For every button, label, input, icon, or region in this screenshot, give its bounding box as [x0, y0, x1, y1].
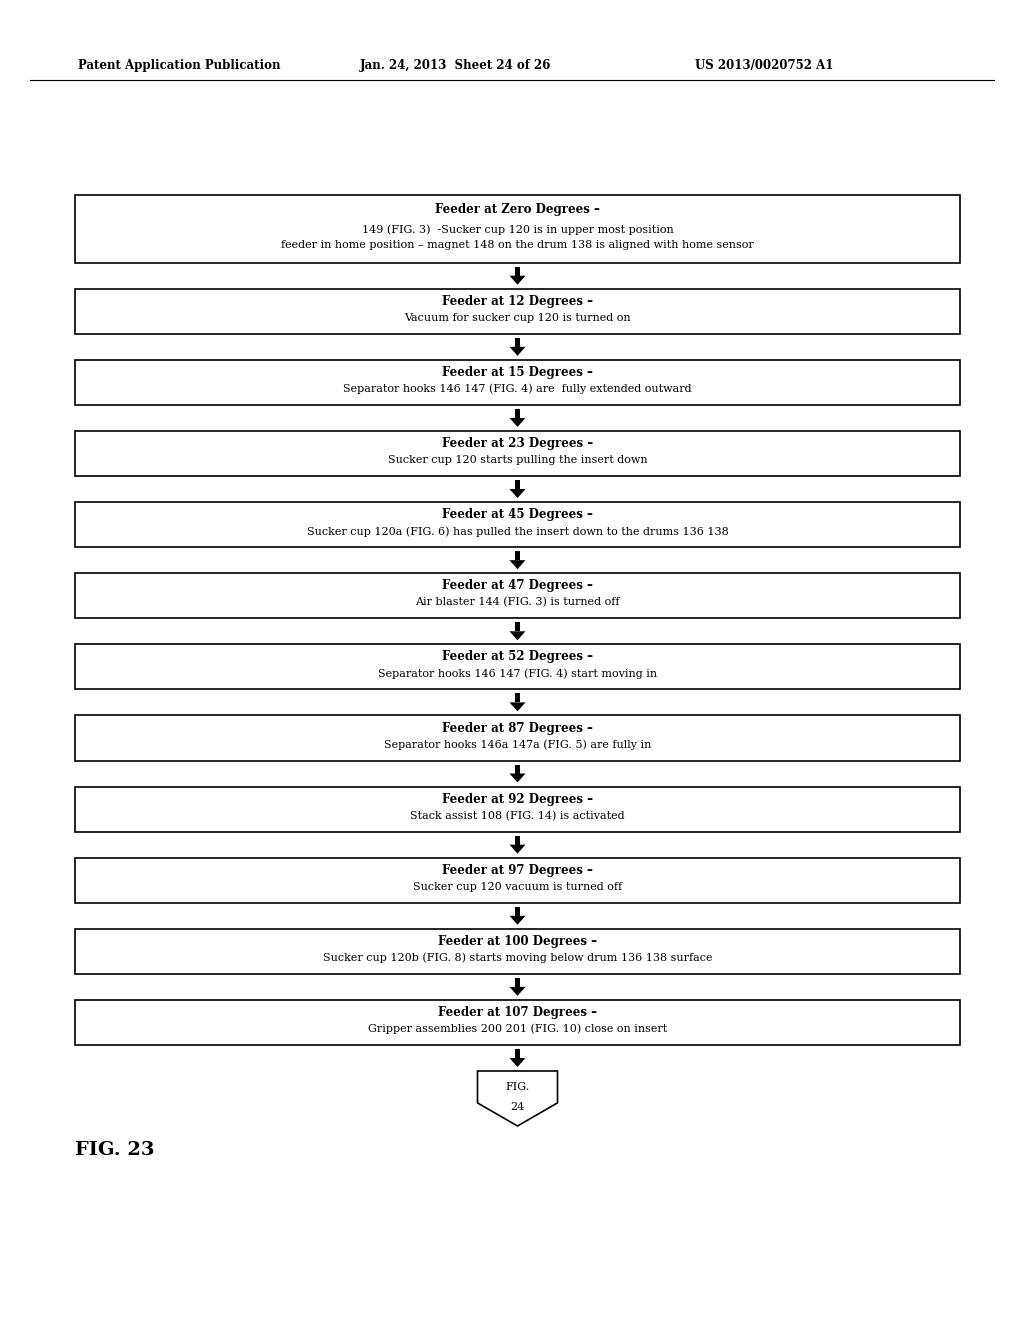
Text: Sucker cup 120b (FIG. 8) starts moving below drum 136 138 surface: Sucker cup 120b (FIG. 8) starts moving b… — [323, 953, 713, 964]
Polygon shape — [477, 1071, 557, 1126]
Bar — [75, 787, 961, 832]
Polygon shape — [510, 774, 525, 783]
Text: feeder in home position – magnet 148 on the drum 138 is aligned with home sensor: feeder in home position – magnet 148 on … — [282, 240, 754, 249]
Bar — [515, 480, 520, 488]
Text: Sucker cup 120 vacuum is turned off: Sucker cup 120 vacuum is turned off — [413, 882, 622, 892]
Text: Feeder at 47 Degrees –: Feeder at 47 Degrees – — [442, 579, 593, 593]
Bar — [515, 267, 520, 276]
Polygon shape — [510, 347, 525, 356]
Text: Feeder at 87 Degrees –: Feeder at 87 Degrees – — [442, 722, 593, 734]
Bar — [515, 836, 520, 845]
Text: FIG.: FIG. — [506, 1082, 529, 1093]
Polygon shape — [510, 631, 525, 640]
Text: Jan. 24, 2013  Sheet 24 of 26: Jan. 24, 2013 Sheet 24 of 26 — [360, 58, 551, 71]
Text: Gripper assemblies 200 201 (FIG. 10) close on insert: Gripper assemblies 200 201 (FIG. 10) clo… — [368, 1024, 667, 1035]
Text: Vacuum for sucker cup 120 is turned on: Vacuum for sucker cup 120 is turned on — [404, 313, 631, 323]
Text: US 2013/0020752 A1: US 2013/0020752 A1 — [695, 58, 834, 71]
Polygon shape — [510, 987, 525, 995]
Text: Air blaster 144 (FIG. 3) is turned off: Air blaster 144 (FIG. 3) is turned off — [416, 598, 620, 607]
Text: Stack assist 108 (FIG. 14) is activated: Stack assist 108 (FIG. 14) is activated — [411, 810, 625, 821]
Text: Feeder at 92 Degrees –: Feeder at 92 Degrees – — [442, 792, 593, 805]
Polygon shape — [510, 560, 525, 569]
Bar — [75, 360, 961, 405]
Text: Separator hooks 146 147 (FIG. 4) start moving in: Separator hooks 146 147 (FIG. 4) start m… — [378, 668, 657, 678]
Bar — [515, 978, 520, 987]
Text: Feeder at 23 Degrees –: Feeder at 23 Degrees – — [442, 437, 593, 450]
Text: 24: 24 — [510, 1102, 524, 1111]
Text: Patent Application Publication: Patent Application Publication — [78, 58, 281, 71]
Text: Feeder at 107 Degrees –: Feeder at 107 Degrees – — [438, 1006, 597, 1019]
Bar — [75, 929, 961, 974]
Text: Sucker cup 120a (FIG. 6) has pulled the insert down to the drums 136 138: Sucker cup 120a (FIG. 6) has pulled the … — [306, 527, 728, 537]
Polygon shape — [510, 845, 525, 854]
Text: Feeder at 45 Degrees –: Feeder at 45 Degrees – — [442, 508, 593, 521]
Bar — [75, 195, 961, 263]
Bar — [515, 552, 520, 560]
Bar — [515, 1049, 520, 1059]
Text: Feeder at 52 Degrees –: Feeder at 52 Degrees – — [442, 651, 593, 664]
Text: Sucker cup 120 starts pulling the insert down: Sucker cup 120 starts pulling the insert… — [388, 455, 647, 465]
Bar — [515, 409, 520, 418]
Bar — [75, 999, 961, 1045]
Polygon shape — [510, 702, 525, 711]
Bar — [515, 693, 520, 702]
Polygon shape — [510, 276, 525, 285]
Bar — [75, 644, 961, 689]
Text: Feeder at 97 Degrees –: Feeder at 97 Degrees – — [442, 863, 593, 876]
Text: Separator hooks 146 147 (FIG. 4) are  fully extended outward: Separator hooks 146 147 (FIG. 4) are ful… — [343, 384, 692, 395]
Bar — [75, 715, 961, 760]
Text: Feeder at 100 Degrees –: Feeder at 100 Degrees – — [438, 935, 597, 948]
Text: FIG. 23: FIG. 23 — [75, 1140, 155, 1159]
Bar — [515, 907, 520, 916]
Text: Feeder at 12 Degrees –: Feeder at 12 Degrees – — [442, 294, 593, 308]
Text: 149 (FIG. 3)  -Sucker cup 120 is in upper most position: 149 (FIG. 3) -Sucker cup 120 is in upper… — [361, 224, 674, 235]
Bar — [75, 430, 961, 477]
Bar — [75, 573, 961, 618]
Polygon shape — [510, 1059, 525, 1067]
Bar — [515, 622, 520, 631]
Text: Feeder at Zero Degrees –: Feeder at Zero Degrees – — [435, 203, 600, 216]
Bar — [75, 502, 961, 548]
Polygon shape — [510, 418, 525, 426]
Text: Feeder at 15 Degrees –: Feeder at 15 Degrees – — [442, 366, 593, 379]
Bar — [515, 338, 520, 347]
Polygon shape — [510, 916, 525, 925]
Text: Separator hooks 146a 147a (FIG. 5) are fully in: Separator hooks 146a 147a (FIG. 5) are f… — [384, 739, 651, 750]
Bar — [75, 858, 961, 903]
Bar — [515, 764, 520, 774]
Polygon shape — [510, 488, 525, 498]
Bar — [75, 289, 961, 334]
